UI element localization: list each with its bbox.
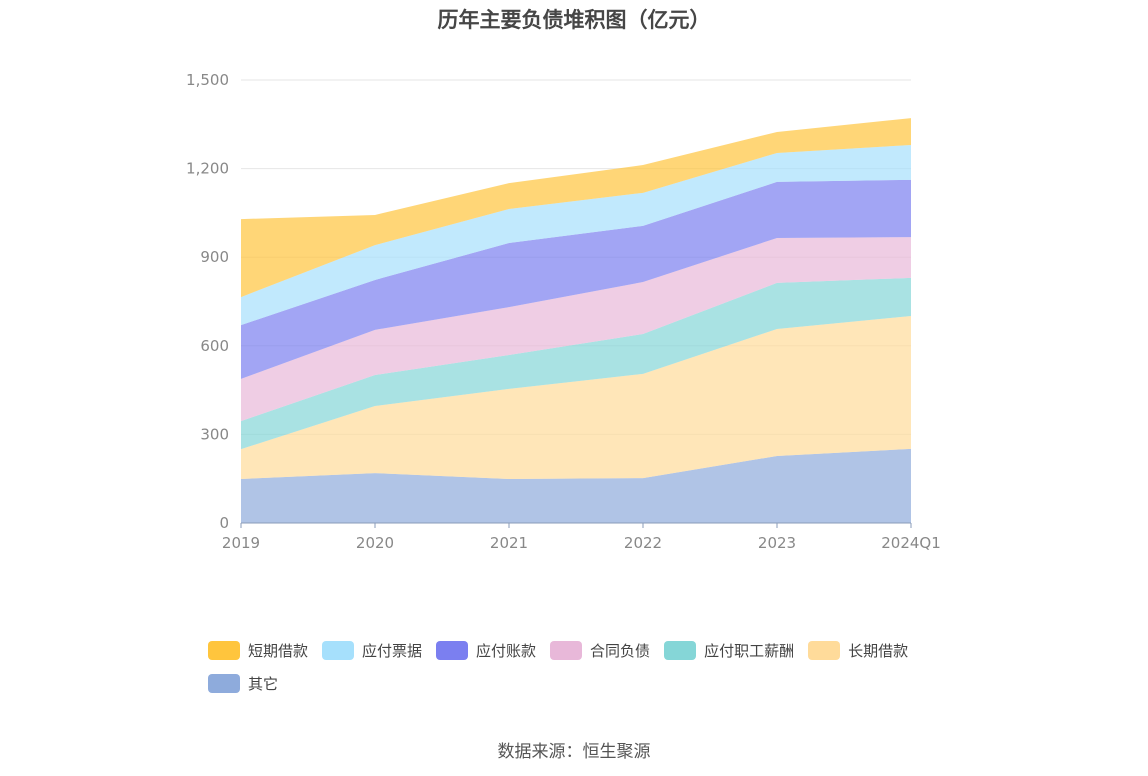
legend-swatch	[664, 640, 697, 660]
area-合同负债	[241, 237, 911, 422]
x-tick-label: 2024Q1	[881, 534, 941, 552]
x-tick-label: 2021	[490, 534, 528, 552]
legend-item[interactable]: 合同负债	[550, 640, 650, 660]
stacked-area-chart: 0 300 600 900 1,200 1,500 2019 2020 2021 2022 2023…	[186, 71, 941, 552]
y-tick-label: 900	[200, 248, 229, 266]
x-tick-label: 2022	[624, 534, 662, 552]
chart-title: 历年主要负债堆积图（亿元）	[437, 8, 711, 32]
legend-item[interactable]: 应付票据	[322, 640, 422, 660]
legend-item[interactable]: 应付账款	[436, 640, 536, 660]
area-短期借款	[241, 118, 911, 298]
legend: 短期借款 应付票据 应付账款 合同负债 应付职工薪酬 长期借款其它	[208, 640, 968, 693]
legend-item[interactable]: 短期借款	[208, 640, 308, 660]
legend-label: 应付票据	[362, 641, 423, 660]
legend-label: 应付账款	[476, 641, 537, 660]
legend-swatch	[208, 640, 240, 660]
legend-label: 长期借款	[848, 641, 909, 660]
y-tick-label: 1,500	[186, 71, 229, 89]
area-应付账款	[241, 179, 911, 379]
area-应付票据	[241, 144, 911, 326]
legend-label: 其它	[248, 674, 279, 693]
x-tick-label: 2023	[758, 534, 796, 552]
legend-swatch	[208, 673, 240, 693]
area-其它	[241, 448, 911, 523]
x-tick-label: 2020	[356, 534, 394, 552]
legend-item[interactable]: 长期借款	[808, 640, 908, 660]
y-tick-label: 600	[200, 337, 229, 355]
legend-label: 短期借款	[248, 641, 309, 660]
legend-label: 应付职工薪酬	[704, 641, 795, 660]
legend-swatch	[550, 640, 583, 660]
x-tick-label: 2019	[222, 534, 260, 552]
legend-swatch	[436, 640, 469, 660]
legend-swatch	[808, 640, 841, 660]
legend-label: 合同负债	[590, 641, 651, 660]
legend-swatch	[322, 640, 355, 660]
y-tick-label: 0	[219, 514, 229, 532]
legend-item[interactable]: 应付职工薪酬	[664, 640, 794, 660]
area-长期借款	[241, 315, 911, 479]
area-应付职工薪酬	[241, 277, 911, 450]
y-tick-label: 300	[200, 425, 229, 443]
data-source: 数据来源：恒生聚源	[497, 742, 651, 762]
legend-item[interactable]: 其它	[208, 673, 278, 693]
y-tick-label: 1,200	[186, 160, 229, 178]
